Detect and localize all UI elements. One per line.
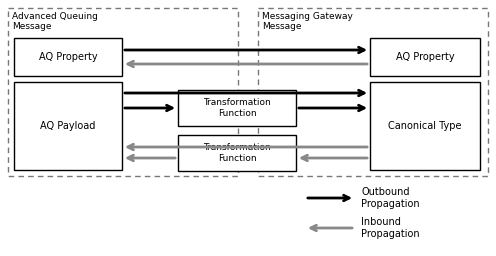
Text: Inbound
Propagation: Inbound Propagation <box>361 217 420 239</box>
Bar <box>14 38 122 76</box>
Text: AQ Property: AQ Property <box>396 52 454 62</box>
Bar <box>14 82 122 170</box>
Text: Canonical Type: Canonical Type <box>388 121 462 131</box>
Text: Transformation
Function: Transformation Function <box>203 98 271 118</box>
Bar <box>370 82 480 170</box>
Bar <box>178 135 296 171</box>
Bar <box>370 38 480 76</box>
Text: AQ Payload: AQ Payload <box>40 121 96 131</box>
Text: Outbound
Propagation: Outbound Propagation <box>361 187 420 209</box>
Bar <box>178 90 296 126</box>
Text: Transformation
Function: Transformation Function <box>203 143 271 163</box>
Text: Messaging Gateway
Message: Messaging Gateway Message <box>262 12 353 31</box>
Bar <box>8 8 238 176</box>
Bar <box>258 8 488 176</box>
Text: Advanced Queuing
Message: Advanced Queuing Message <box>12 12 98 31</box>
Text: AQ Property: AQ Property <box>39 52 97 62</box>
